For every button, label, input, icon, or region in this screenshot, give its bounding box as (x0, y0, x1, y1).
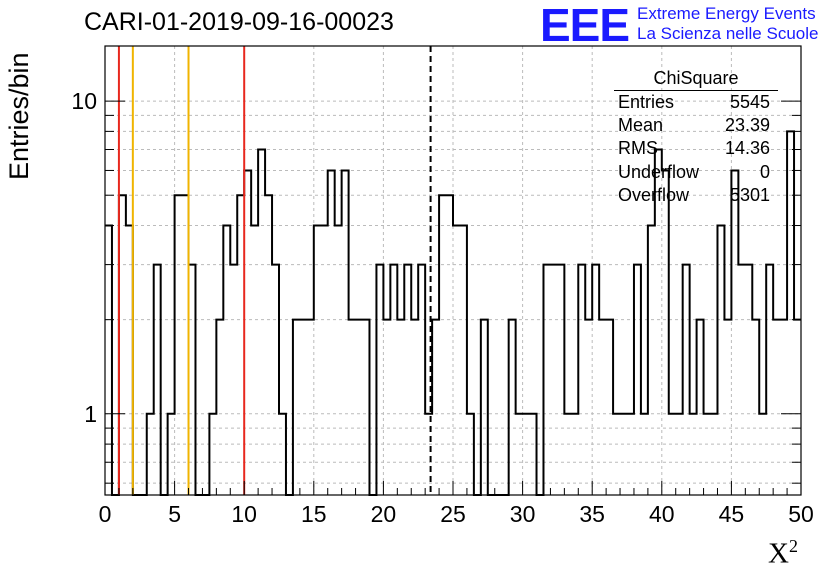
x-tick-label: 30 (510, 501, 536, 527)
x-tick-label: 45 (719, 501, 745, 527)
x-tick-label: 15 (301, 501, 327, 527)
eee-logo: EEE (540, 0, 630, 51)
logo-line-2: La Scienza nelle Scuole (637, 24, 819, 43)
stats-row: Overflow 5301 (618, 184, 770, 205)
stats-row: Underflow 0 (618, 161, 770, 182)
x-tick-label: 40 (649, 501, 675, 527)
stats-title: ChiSquare (614, 66, 778, 91)
reference-lines (117, 46, 432, 495)
stats-row: Mean 23.39 (618, 115, 770, 136)
y-tick-label: 1 (84, 401, 97, 427)
x-tick-label: 35 (579, 501, 605, 527)
stats-box: ChiSquare Entries 5545 Mean 23.39 RMS 14.36… (610, 66, 778, 207)
x-tick-label: 0 (99, 501, 112, 527)
histogram-series (105, 130, 801, 496)
histogram-line (105, 130, 801, 496)
logo-line-1: Extreme Energy Events (637, 4, 816, 23)
x-tick-label: 25 (440, 501, 466, 527)
x-tick-label: 5 (168, 501, 181, 527)
x-axis-label: X2 (768, 536, 798, 570)
axes: 0 5 10 15 20 25 30 35 40 45 50 1 10 (71, 45, 814, 527)
y-axis-label: Entries/bin (4, 52, 34, 180)
stats-row: RMS 14.36 (618, 138, 770, 159)
x-tick-label: 50 (788, 501, 814, 527)
y-tick-label: 10 (71, 88, 97, 114)
x-tick-label: 20 (371, 501, 397, 527)
stats-row: Entries 5545 (618, 92, 770, 112)
chart-title: CARI-01-2019-09-16-00023 (84, 8, 394, 36)
x-tick-label: 10 (231, 501, 257, 527)
